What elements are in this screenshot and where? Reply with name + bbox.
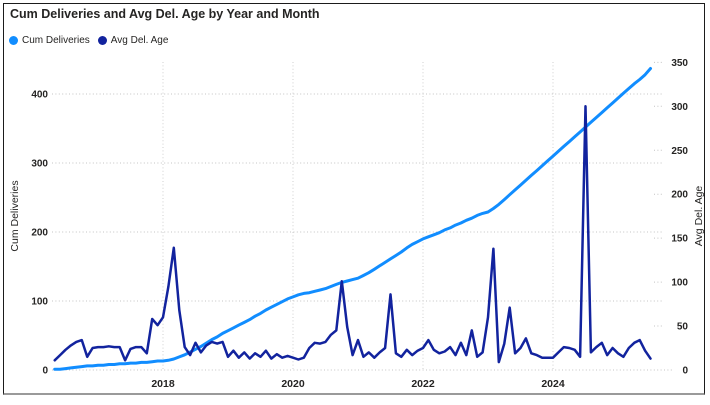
right-axis-tick-label: 350 <box>671 58 688 69</box>
right-axis-tick-label: 250 <box>671 146 688 157</box>
legend: Cum Deliveries Avg Del. Age <box>9 35 168 46</box>
right-axis-tick-label: 150 <box>671 234 688 245</box>
cum-deliveries-line[interactable] <box>53 67 652 371</box>
x-axis-tick-label: 2022 <box>411 378 435 390</box>
legend-label-cum-deliveries: Cum Deliveries <box>22 35 90 46</box>
right-axis-tick-label: 200 <box>671 190 688 201</box>
visual-title: Cum Deliveries and Avg Del. Age by Year … <box>10 7 320 21</box>
legend-label-avg-del-age: Avg Del. Age <box>110 35 169 46</box>
left-axis-tick-label: 200 <box>31 228 48 239</box>
legend-marker-cum-deliveries <box>9 36 18 45</box>
x-axis-tick-label: 2024 <box>541 378 565 390</box>
right-axis-tick-label: 100 <box>671 278 688 289</box>
left-axis-tick-label: 0 <box>42 366 48 377</box>
legend-item-cum-deliveries[interactable]: Cum Deliveries <box>9 35 90 46</box>
right-axis-tick-label: 300 <box>671 102 688 113</box>
x-axis-tick-label: 2020 <box>281 378 305 390</box>
legend-marker-avg-del-age <box>97 36 107 45</box>
x-axis-tick-label: 2018 <box>151 378 175 390</box>
right-axis-tick-label: 0 <box>682 366 688 377</box>
right-axis-tick-label: 50 <box>677 322 689 333</box>
avg-del-age-line[interactable] <box>53 105 652 364</box>
legend-item-avg-del-age[interactable]: Avg Del. Age <box>97 35 169 46</box>
left-axis-tick-label: 300 <box>31 159 48 170</box>
left-axis-tick-label: 100 <box>31 297 48 308</box>
left-axis-tick-label: 400 <box>31 90 48 101</box>
